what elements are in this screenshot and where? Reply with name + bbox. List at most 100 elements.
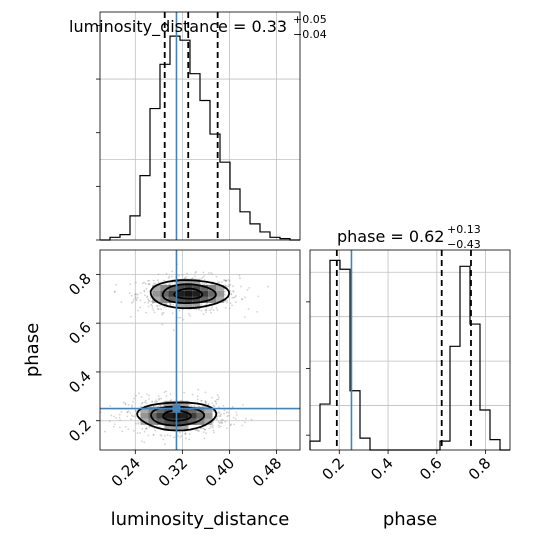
sample-point [138, 392, 140, 395]
sample-point [150, 303, 153, 306]
phase-xtick-label-2: 0.6 [416, 454, 446, 484]
sample-point [217, 411, 220, 413]
sample-point [141, 428, 144, 430]
sample-point [146, 296, 148, 299]
density-cell [188, 412, 197, 419]
sample-point [229, 290, 232, 292]
sample-point [118, 416, 121, 419]
density-cell [192, 284, 201, 291]
sample-point [223, 279, 225, 281]
sample-point [221, 281, 223, 283]
sample-point [183, 277, 186, 280]
2d-ytick-label-3: 0.8 [65, 269, 95, 299]
sample-point [136, 296, 139, 299]
sample-point [219, 421, 222, 423]
sample-point [160, 308, 162, 311]
sample-point [235, 301, 237, 304]
sample-point [139, 299, 142, 302]
sample-point [232, 285, 234, 288]
sample-point [197, 430, 200, 433]
sample-point [122, 401, 125, 404]
sample-point [202, 271, 205, 274]
sample-point [143, 441, 146, 444]
sample-point [148, 394, 150, 397]
sample-point [226, 300, 229, 302]
sample-point [156, 400, 159, 403]
sample-point [195, 308, 198, 311]
density-cell [168, 284, 177, 291]
phase-histogram-frame [309, 249, 511, 451]
sample-point [228, 283, 230, 286]
sample-point [147, 298, 150, 301]
sample-point [165, 272, 168, 275]
2d-ytick-label-0: 0.2 [65, 416, 95, 446]
sample-point [210, 308, 213, 310]
sample-point [211, 426, 214, 429]
sample-point [162, 403, 165, 406]
sample-point [166, 303, 168, 305]
density-cell [156, 418, 165, 425]
sample-point [143, 281, 145, 284]
sample-point [235, 411, 238, 414]
density-cell [160, 296, 169, 303]
sample-point [163, 279, 165, 282]
sample-point [202, 431, 205, 434]
sample-point [225, 279, 228, 282]
sample-point [224, 420, 227, 423]
sample-point [137, 293, 139, 296]
density-cell [160, 290, 169, 297]
sample-point [172, 303, 175, 306]
sample-point [241, 298, 243, 300]
sample-point [248, 287, 251, 289]
sample-point [183, 277, 186, 280]
sample-point [144, 399, 147, 402]
phase-histogram-panel: 0.2 0.4 0.6 0.8 [306, 249, 511, 484]
sample-point [213, 405, 216, 407]
density-cell [160, 284, 169, 291]
phase-xtick-label-0: 0.2 [318, 454, 348, 484]
sample-point [148, 279, 151, 282]
sample-point [139, 432, 141, 434]
sample-point [210, 272, 212, 274]
sample-point [241, 298, 244, 301]
sample-point [129, 283, 132, 286]
x-axis-label-luminosity-distance: luminosity_distance [111, 509, 290, 530]
sample-point [189, 314, 191, 317]
sample-point [218, 422, 221, 424]
sample-point [154, 429, 157, 432]
density-cell [184, 302, 193, 309]
sample-point [210, 425, 212, 428]
sample-point [133, 397, 136, 400]
sample-point [200, 309, 203, 312]
density-cell [200, 296, 209, 303]
sample-point [231, 405, 234, 408]
2d-xtick-label-2: 0.40 [202, 454, 238, 490]
sample-point [121, 430, 124, 433]
sample-point [245, 417, 247, 420]
sample-point [160, 397, 163, 400]
sample-point [171, 312, 174, 315]
sample-point [159, 304, 161, 307]
sample-point [135, 409, 137, 412]
sample-point [139, 292, 142, 294]
phase-xtick-label-1: 0.4 [367, 454, 397, 484]
sample-point [113, 290, 116, 293]
sample-point [203, 283, 206, 286]
sample-point [135, 297, 138, 300]
sample-point [244, 316, 247, 318]
sample-point [126, 411, 129, 414]
phase-xtick-label-3: 0.8 [465, 454, 495, 484]
sample-point [220, 413, 222, 416]
sample-point [130, 294, 133, 297]
sample-point [229, 424, 232, 427]
sample-point [132, 429, 135, 432]
sample-point [141, 282, 144, 285]
sample-point [148, 398, 150, 400]
sample-point [112, 425, 115, 428]
sample-point [163, 312, 165, 314]
2d-frame [99, 249, 301, 451]
sample-point [183, 391, 186, 394]
luminosity-distance-title-lower: −0.04 [293, 28, 327, 41]
sample-point [145, 287, 148, 290]
